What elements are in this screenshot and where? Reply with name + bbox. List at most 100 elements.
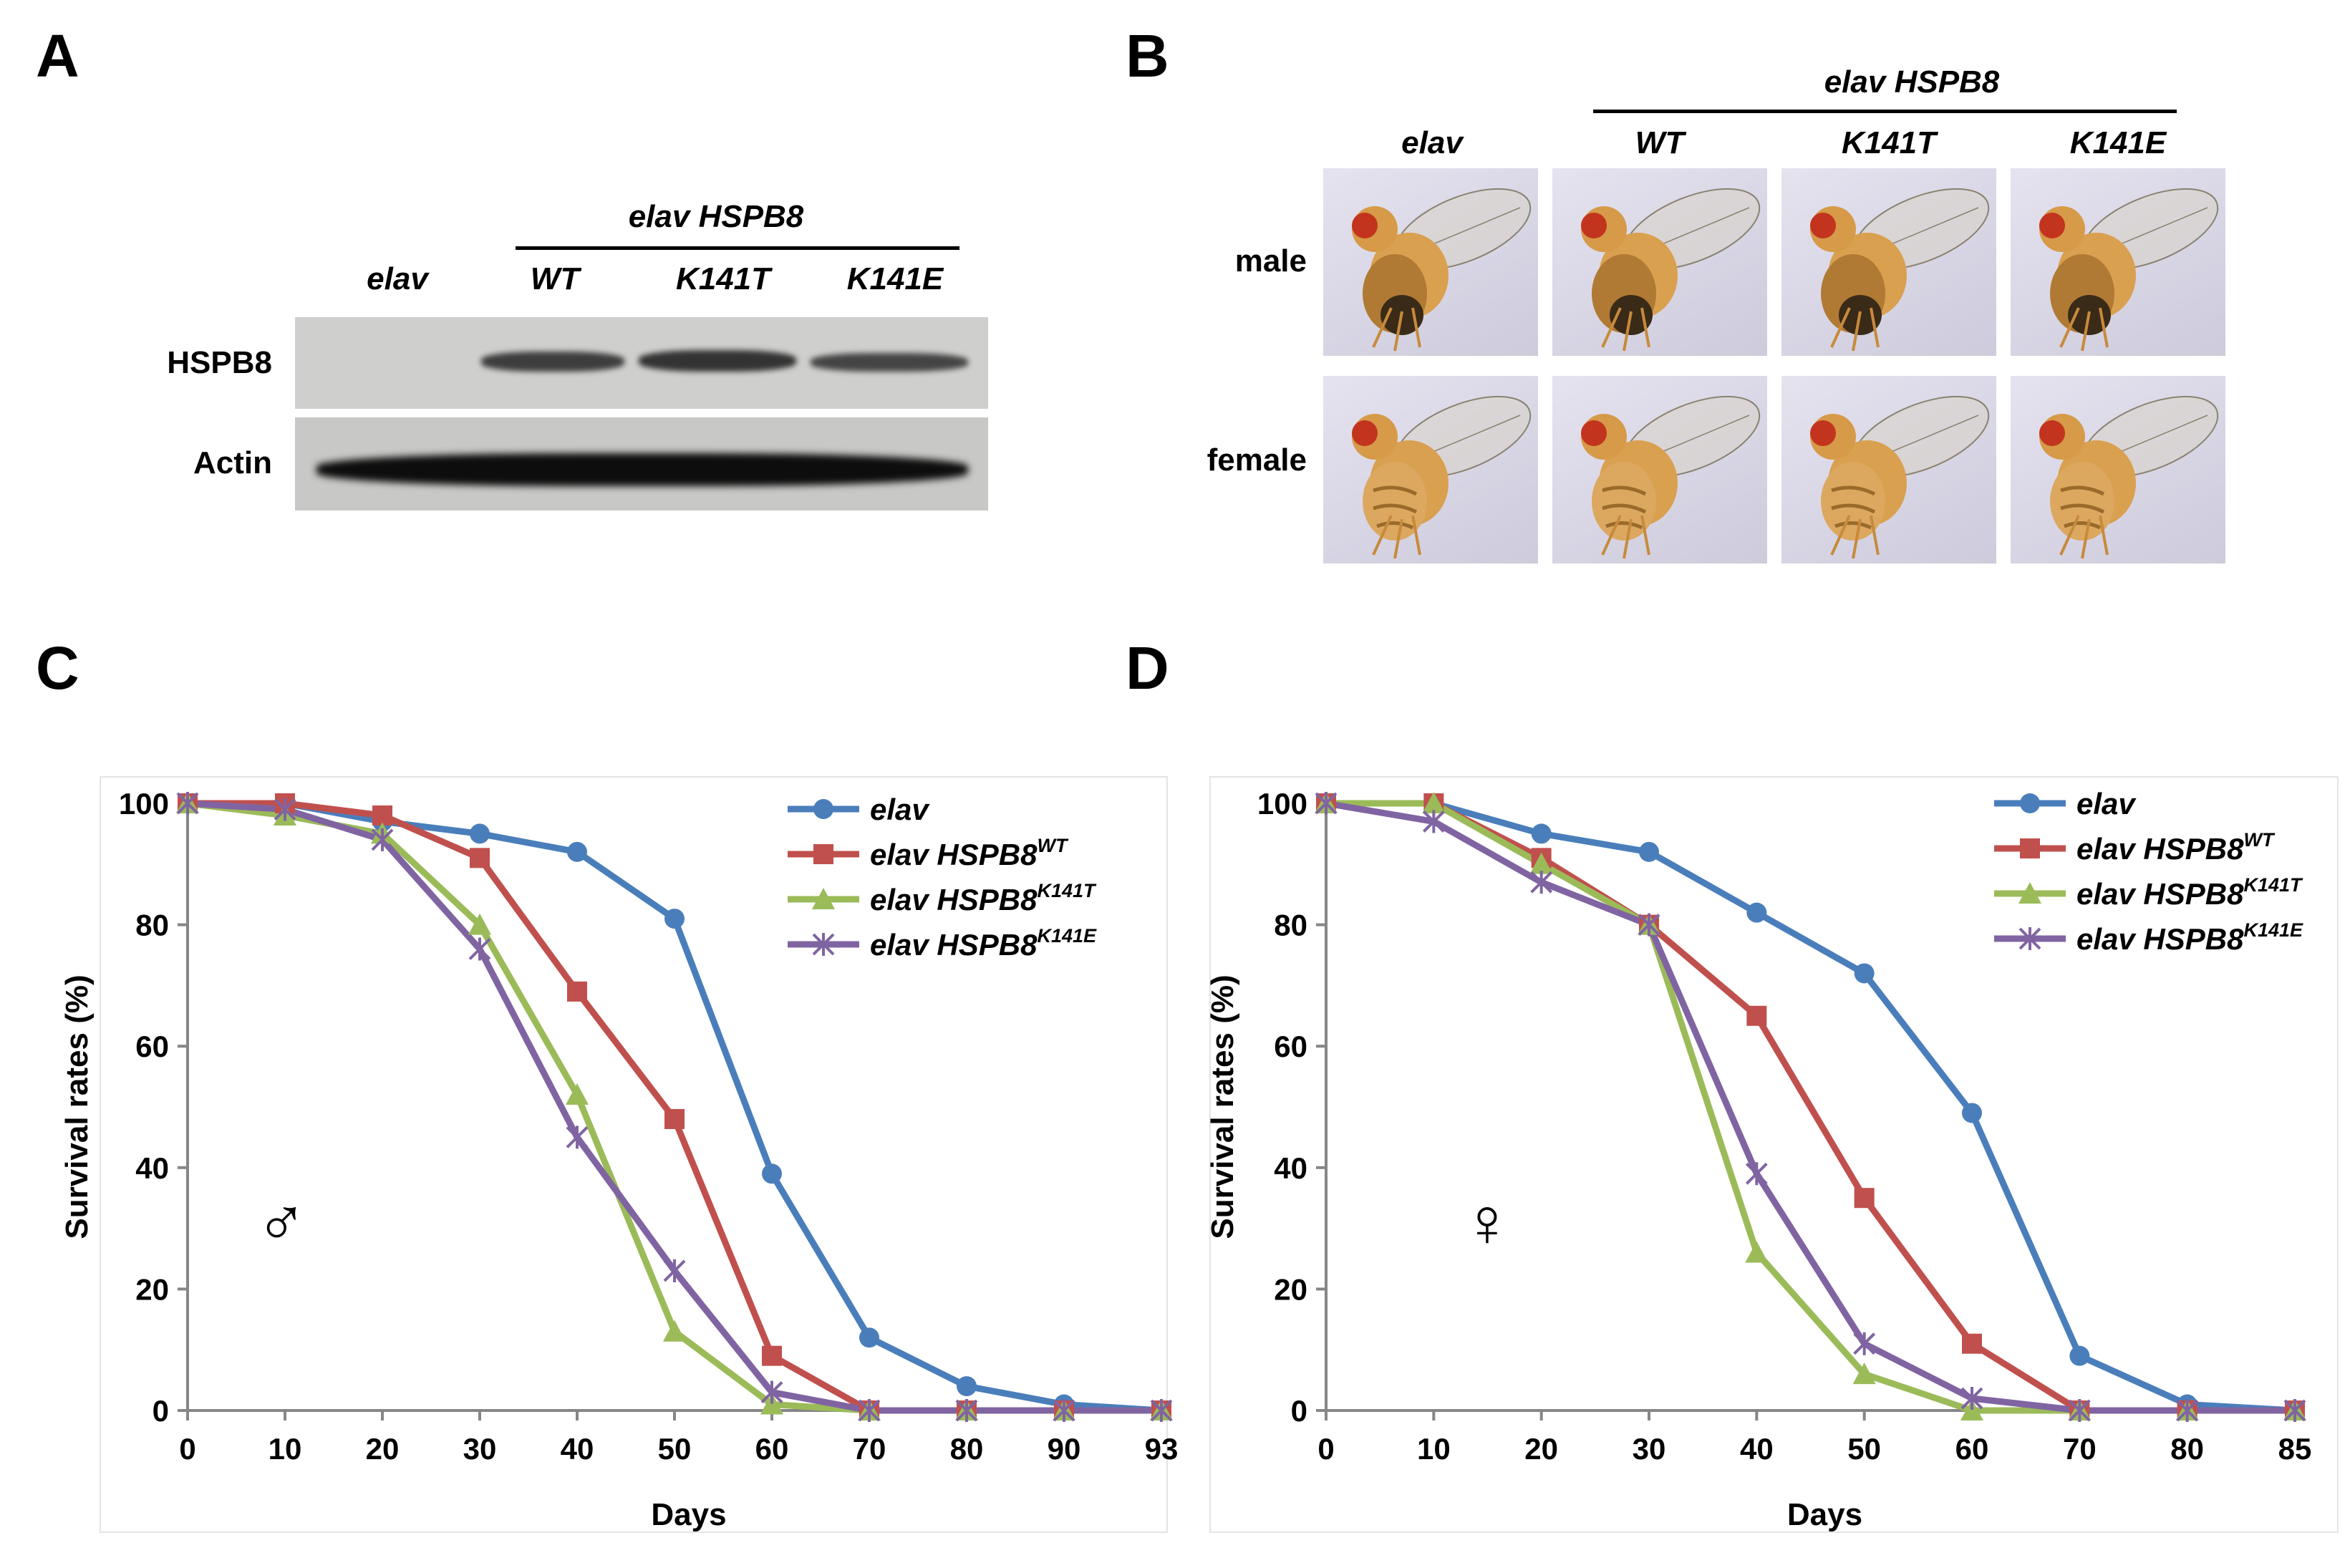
data-point [1315,792,1338,815]
y-tick-label: 60 [1274,1030,1307,1063]
x-tick-label: 90 [1048,1432,1081,1466]
data-point [2176,1399,2199,1422]
blot-hspb8 [295,317,988,409]
photo-column-label: WT [1635,125,1685,160]
fly-icon [1352,395,1532,559]
legend-label-superscript: K141T [1037,880,1097,901]
fly-icon [1810,188,1990,352]
x-tick-label: 30 [463,1432,497,1466]
data-point [1962,1103,1982,1123]
blot-actin [295,417,988,510]
data-point [2020,838,2040,858]
data-point [858,1399,881,1422]
data-point [812,888,835,909]
chart-frame [100,776,1168,1533]
y-tick-label: 20 [135,1272,169,1306]
blot-lane-label: elav [367,261,428,296]
blot-band [316,453,968,486]
fly-icon [1810,395,1990,559]
x-tick-label: 50 [1847,1432,1881,1466]
data-point [2020,793,2040,813]
data-point [1746,1005,1767,1026]
data-point [2283,1399,2306,1422]
data-point [663,1320,686,1342]
x-tick-label: 30 [1633,1432,1666,1466]
y-tick-label: 80 [135,909,169,942]
data-point [566,1126,589,1149]
data-point [1854,1188,1875,1209]
sex-symbol: ♂ [256,1184,307,1261]
blot-lane-label: K141T [675,261,771,296]
data-point [664,1108,685,1129]
y-tick-label: 0 [153,1394,169,1428]
x-axis-label: Days [1787,1497,1862,1532]
sex-symbol: ♀ [1461,1184,1513,1261]
legend-label-superscript: K141E [1037,925,1097,947]
photo-row-label-female: female [1207,442,1307,478]
data-point [2018,927,2041,950]
panel-letter-b: B [1126,22,1169,89]
x-tick-label: 80 [2170,1432,2204,1466]
data-point [2068,1399,2091,1422]
legend-label-superscript: K141T [2243,874,2303,896]
blot-row-label-hspb8: HSPB8 [167,345,272,380]
y-axis-label: Survival rates (%) [59,974,95,1239]
legend-label: elav HSPB8K141T [870,880,1097,916]
series-line [1325,800,2295,1414]
legend-label: elav HSPB8WT [2076,829,2276,866]
fly-photo [1323,376,1538,563]
photo-group-header: elav HSPB8 [1824,64,2000,100]
blot-row-label-actin: Actin [193,445,272,480]
survival-chart-male: 0 20 40 60 80 100 0 10 20 30 40 50 60 70 80 90 93 Days Sur… [59,776,1178,1533]
fly-photo [1552,376,1767,563]
data-point [567,981,587,1002]
photo-row-label-male: male [1234,243,1307,279]
data-point [1745,1162,1768,1186]
data-point [468,937,491,961]
blot-lane-label: K141E [846,261,944,296]
fly-icon [2039,188,2219,352]
y-tick-label: 100 [119,787,169,821]
fly-photo [1781,376,1996,563]
legend-label: elav HSPB8WT [870,835,1069,871]
data-point [664,909,685,929]
blot-band [639,350,796,372]
fly-photo [2011,168,2225,356]
panel-letter-d: D [1126,634,1169,702]
data-point [371,828,394,851]
x-tick-label: 10 [1417,1432,1451,1466]
x-tick-label: 85 [2278,1432,2312,1466]
data-point [859,1327,879,1348]
x-tick-label: 0 [1317,1432,1334,1466]
y-tick-label: 40 [1274,1151,1307,1185]
fly-photo [1323,168,1538,356]
y-tick-label: 20 [1274,1272,1307,1306]
series-line [1326,800,2296,1414]
x-tick-label: 70 [853,1432,886,1466]
x-tick-label: 60 [1955,1432,1989,1466]
photo-group-bar [1593,110,2177,113]
data-point [1639,841,1659,862]
data-point [1853,1332,1876,1355]
data-point [1854,963,1875,984]
fly-photo [2011,376,2225,563]
data-point [2018,882,2041,904]
data-point [2069,1345,2090,1366]
data-point [813,799,833,819]
data-point [812,933,835,956]
fly-photo [1781,168,1996,356]
legend-label-superscript: WT [2243,829,2275,851]
y-tick-label: 80 [1274,909,1307,942]
fly-icon [1581,395,1761,559]
panel-letter-a: A [36,22,79,89]
blot-band [481,352,624,372]
data-point [567,841,587,862]
photo-column-label: K141T [1841,125,1937,160]
data-point [470,823,490,844]
legend-label: elav [870,793,930,826]
y-tick-label: 100 [1257,787,1307,821]
data-point [1422,792,1446,813]
data-point [1638,913,1660,937]
data-point [762,1345,782,1366]
y-axis-label: Survival rates (%) [1205,974,1240,1239]
